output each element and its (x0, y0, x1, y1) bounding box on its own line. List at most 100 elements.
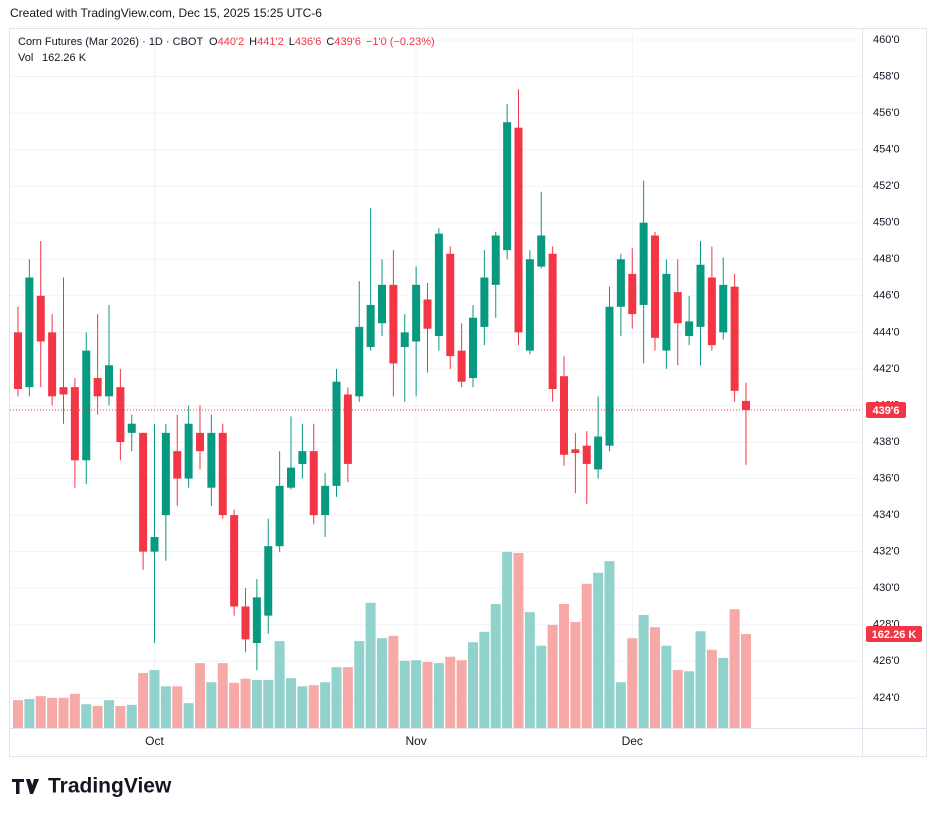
volume-bar (138, 672, 149, 728)
volume-bar (502, 551, 513, 728)
candle-body (252, 597, 261, 644)
chart-title: Corn Futures (Mar 2026) · 1D · CBOT O440'… (18, 36, 435, 48)
candle-body (605, 306, 614, 446)
y-tick-label: 446'0 (873, 290, 900, 302)
candle-body (707, 277, 716, 346)
candle-body (742, 400, 750, 411)
candle-body (719, 284, 728, 333)
volume-bar (411, 660, 422, 728)
volume-bar (593, 572, 604, 728)
volume-bar (479, 631, 490, 728)
volume-bar (92, 705, 103, 728)
y-tick-label: 426'0 (873, 655, 900, 667)
candle-body (150, 537, 159, 552)
last-volume-label: 162.26 K (872, 629, 917, 641)
candle-body (116, 387, 125, 443)
volume-bar (741, 633, 751, 728)
candle-body (480, 277, 489, 327)
volume-bar (206, 682, 217, 728)
candle-body (423, 299, 432, 329)
candle-body (93, 378, 102, 397)
y-tick-label: 452'0 (873, 180, 900, 192)
volume-bar (718, 657, 729, 728)
candle-body (571, 449, 580, 453)
y-tick-label: 430'0 (873, 582, 900, 594)
volume-bar (581, 583, 592, 728)
candle-body (400, 332, 409, 347)
volume-bar (183, 703, 194, 728)
logo-mark (12, 779, 39, 794)
volume-bar (47, 697, 58, 728)
volume-bar (115, 705, 126, 728)
last-price-label: 439'6 (872, 405, 899, 417)
volume-bar (24, 699, 35, 728)
volume-bar (672, 670, 683, 728)
volume-bar (342, 667, 353, 728)
volume-bar (172, 686, 183, 728)
volume-bar (615, 682, 626, 728)
candle-body (730, 286, 739, 391)
candle-body (14, 332, 22, 390)
candle-body (696, 264, 705, 327)
volume-bar (604, 561, 615, 728)
ohlc-key: C (326, 36, 334, 48)
volume-bar (388, 635, 399, 728)
candle-body (343, 394, 352, 464)
volume-bar (354, 641, 365, 728)
volume-bar (69, 693, 80, 728)
volume-title: Vol (18, 52, 33, 64)
volume-bar (104, 700, 114, 728)
candle-body (366, 304, 375, 347)
volume-bar (320, 682, 331, 728)
candle-body (537, 235, 546, 267)
volume-bar (274, 641, 285, 728)
volume-bar (251, 679, 262, 728)
ohlc-value: 439'6 (334, 36, 361, 48)
volume-bar (706, 649, 717, 728)
volume-bar (331, 667, 342, 728)
candle-body (469, 317, 477, 379)
volume-bar (524, 612, 535, 728)
candle-body (685, 321, 694, 337)
volume-bar (81, 704, 92, 728)
y-tick-label: 454'0 (873, 144, 900, 156)
candle-body (548, 253, 557, 390)
candle-body (525, 259, 534, 351)
logo: TradingView (12, 775, 172, 798)
candle-body (139, 432, 148, 552)
volume-bar (661, 645, 672, 728)
candle-body (673, 292, 682, 324)
candle-body (457, 350, 466, 382)
candle-body (127, 423, 136, 433)
volume-bar (58, 697, 69, 728)
y-tick-label: 432'0 (873, 546, 900, 558)
volume-bar (445, 656, 456, 728)
candle-body (651, 235, 659, 338)
candle-body (434, 233, 443, 337)
candle-body (355, 326, 364, 397)
volume-bar (490, 604, 501, 728)
last-price-box (866, 402, 906, 419)
volume-bar (695, 631, 706, 728)
volume-bar (536, 645, 547, 728)
candle-body (594, 436, 603, 470)
candle-body (82, 350, 91, 461)
y-tick-label: 458'0 (873, 70, 900, 82)
volume-bar (308, 685, 319, 728)
candle-body (70, 387, 79, 461)
candle-body (389, 284, 398, 364)
volume-bar (570, 621, 581, 728)
y-tick-label: 448'0 (873, 253, 900, 265)
candle-body (378, 284, 386, 324)
candle-body (105, 365, 113, 397)
y-tick-label: 442'0 (873, 363, 900, 375)
last-volume-box (866, 625, 922, 642)
candle-body (332, 381, 341, 486)
candle-body (36, 295, 45, 342)
y-tick-label: 438'0 (873, 436, 900, 448)
y-tick-label: 460'0 (873, 34, 900, 46)
candle-body (514, 127, 523, 333)
volume-bar (513, 553, 524, 728)
